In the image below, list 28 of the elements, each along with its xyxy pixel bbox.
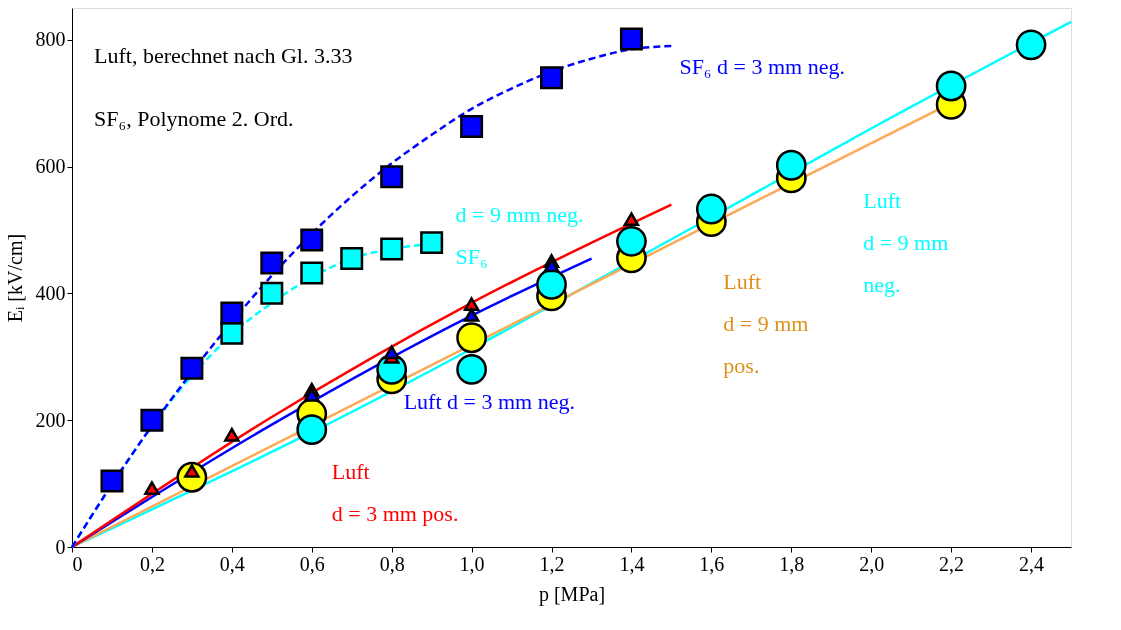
series-label: Luft d = 9 mm pos. (723, 268, 809, 378)
text: Luft d = 3 mm pos. (331, 459, 459, 527)
series-label: d = 9 mm neg. SF₆ (455, 201, 584, 269)
x-tick-label: 1,6 (699, 552, 725, 575)
x-tick-label: 0,4 (219, 552, 245, 575)
x-tick-label: 0,8 (379, 552, 405, 575)
series-label: Luft d = 3 mm neg. (403, 388, 575, 414)
x-tick-label: 2,0 (859, 552, 885, 575)
x-tick-label: 1,8 (779, 552, 805, 575)
x-tick-label: 0,2 (139, 552, 165, 575)
y-tick-label: 0 (55, 535, 66, 558)
x-axis-title: p [MPa] (538, 582, 606, 606)
x-tick-label: 1,0 (459, 552, 485, 575)
y-tick-label: 600 (35, 155, 66, 178)
y-tick-label: 400 (35, 281, 66, 304)
series-label: SF₆ d = 3 mm neg. (679, 54, 845, 80)
annotation: SF₆, Polynome 2. Ord. (94, 106, 294, 131)
x-tick-label: 2,4 (1019, 552, 1045, 575)
x-tick-label: 1,2 (539, 552, 565, 575)
y-tick-label: 200 (35, 408, 66, 431)
x-tick-label: 1,4 (619, 552, 645, 575)
annotation: Luft, berechnet nach Gl. 3.33 (94, 43, 353, 68)
text: Luft d = 9 mm neg. (863, 188, 949, 298)
x-tick-label: 0,6 (299, 552, 325, 575)
y-axis-title: Eᵢ [kV/cm] (3, 233, 26, 323)
x-tick-label: 2,2 (939, 552, 965, 575)
x-tick-label: 0 (72, 552, 83, 575)
y-tick-label: 800 (35, 28, 66, 51)
